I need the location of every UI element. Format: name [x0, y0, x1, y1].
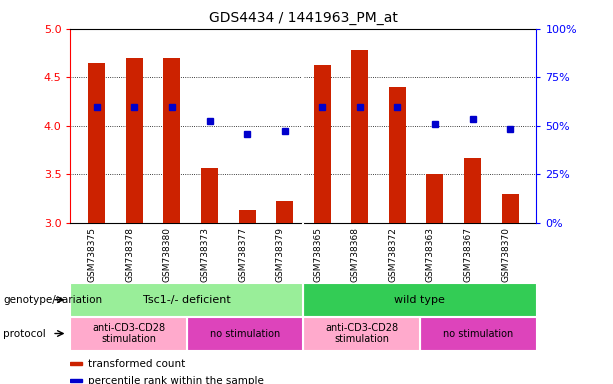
- Bar: [427, 174, 443, 223]
- Bar: [351, 50, 368, 223]
- Bar: [276, 201, 293, 223]
- Text: genotype/variation: genotype/variation: [3, 295, 102, 305]
- Text: GSM738378: GSM738378: [126, 227, 134, 283]
- Text: anti-CD3-CD28
stimulation: anti-CD3-CD28 stimulation: [325, 323, 398, 344]
- Text: GSM738379: GSM738379: [276, 227, 284, 283]
- Bar: [389, 87, 406, 223]
- Text: GSM738377: GSM738377: [238, 227, 247, 283]
- Bar: [70, 362, 82, 365]
- Text: Tsc1-/- deficient: Tsc1-/- deficient: [143, 295, 231, 305]
- Text: GSM738368: GSM738368: [351, 227, 360, 283]
- Text: GSM738363: GSM738363: [426, 227, 435, 283]
- Bar: [187, 317, 303, 350]
- Bar: [164, 58, 180, 223]
- Text: protocol: protocol: [3, 328, 46, 339]
- Bar: [238, 210, 256, 223]
- Bar: [420, 317, 536, 350]
- Bar: [303, 317, 420, 350]
- Text: GSM738373: GSM738373: [200, 227, 210, 283]
- Text: no stimulation: no stimulation: [443, 328, 513, 339]
- Bar: [464, 158, 481, 223]
- Bar: [70, 317, 187, 350]
- Bar: [501, 194, 519, 223]
- Text: GSM738375: GSM738375: [88, 227, 97, 283]
- Bar: [201, 169, 218, 223]
- Text: GSM738372: GSM738372: [389, 227, 397, 282]
- Bar: [70, 379, 82, 382]
- Text: anti-CD3-CD28
stimulation: anti-CD3-CD28 stimulation: [92, 323, 166, 344]
- Bar: [126, 58, 143, 223]
- Bar: [88, 63, 105, 223]
- Bar: [70, 283, 303, 316]
- Bar: [314, 65, 330, 223]
- Bar: [303, 283, 536, 316]
- Text: no stimulation: no stimulation: [210, 328, 280, 339]
- Text: GSM738380: GSM738380: [163, 227, 172, 283]
- Text: GSM738370: GSM738370: [501, 227, 510, 283]
- Text: wild type: wild type: [395, 295, 445, 305]
- Text: GSM738365: GSM738365: [313, 227, 322, 283]
- Text: percentile rank within the sample: percentile rank within the sample: [88, 376, 264, 384]
- Text: GSM738367: GSM738367: [463, 227, 473, 283]
- Title: GDS4434 / 1441963_PM_at: GDS4434 / 1441963_PM_at: [209, 11, 398, 25]
- Text: transformed count: transformed count: [88, 359, 186, 369]
